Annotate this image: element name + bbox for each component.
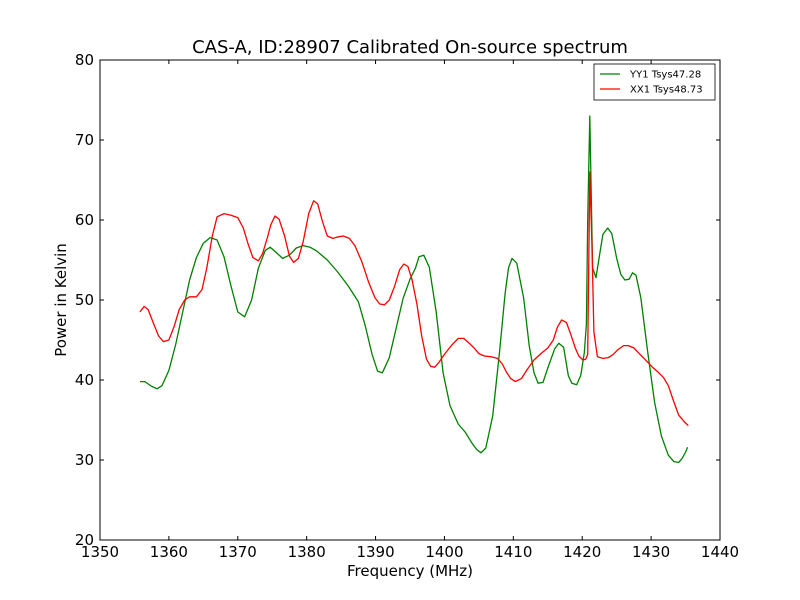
x-tick-label: 1350 <box>81 543 119 561</box>
x-tick-label: 1410 <box>494 543 532 561</box>
axis-ticks: 1350 1360 1370 1380 1390 1400 1410 1420 1430 1440… <box>75 51 739 561</box>
x-tick-label: 1440 <box>701 543 739 561</box>
x-tick-label: 1370 <box>219 543 257 561</box>
y-tick-label: 20 <box>75 531 94 549</box>
y-tick-label: 50 <box>75 291 94 309</box>
legend-label-yy1: YY1 Tsys47.28 <box>629 70 701 81</box>
plot-area <box>100 60 720 540</box>
x-tick-label: 1430 <box>632 543 670 561</box>
y-tick-label: 40 <box>75 371 94 389</box>
x-tick-label: 1390 <box>356 543 394 561</box>
x-axis-label: Frequency (MHz) <box>347 562 473 580</box>
series-line-yy1 <box>140 115 689 464</box>
legend-label-xx1: XX1 Tsys48.73 <box>630 85 703 96</box>
x-tick-label: 1420 <box>563 543 601 561</box>
x-tick-label: 1380 <box>288 543 326 561</box>
series-line-xx1 <box>139 171 689 427</box>
series-lines <box>139 115 689 464</box>
legend: YY1 Tsys47.28 XX1 Tsys48.73 <box>593 63 716 101</box>
x-tick-label: 1360 <box>150 543 188 561</box>
y-tick-label: 70 <box>75 131 94 149</box>
chart-title: CAS-A, ID:28907 Calibrated On-source spe… <box>192 37 628 58</box>
plot-frame <box>99 59 721 541</box>
y-axis-label: Power in Kelvin <box>52 243 70 357</box>
y-tick-label: 80 <box>75 51 94 69</box>
legend-box <box>593 63 716 101</box>
x-tick-label: 1400 <box>425 543 463 561</box>
y-tick-label: 30 <box>75 451 94 469</box>
y-tick-label: 60 <box>75 211 94 229</box>
